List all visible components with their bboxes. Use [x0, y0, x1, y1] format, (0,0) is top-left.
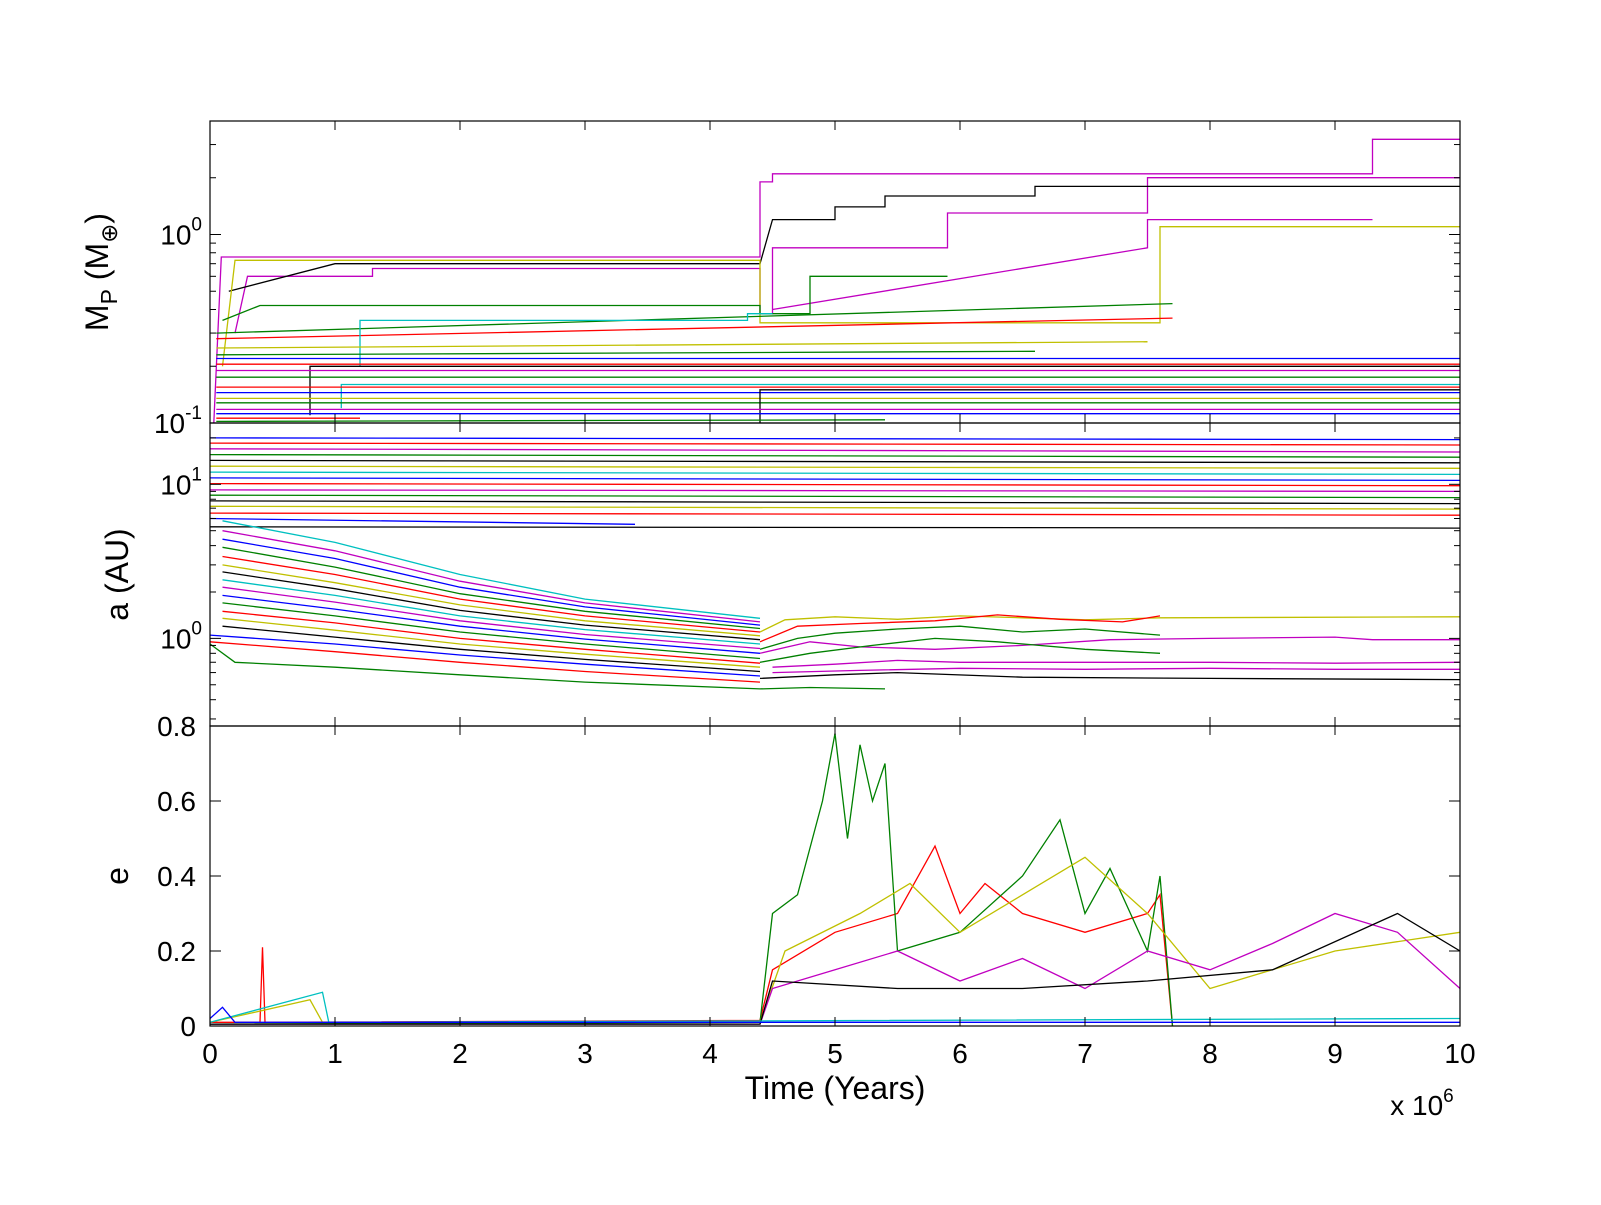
ylabel-paren-close: ) — [79, 213, 115, 224]
mass-y-axis-title: MP (M⊕) — [79, 213, 122, 331]
y-tick-label: 0.6 — [157, 786, 196, 817]
semimajor_axis-series-23 — [222, 579, 761, 645]
panel-eccentricity: 0 0.2 0.4 0.6 0.8 e 0 1 2 3 4 5 6 7 8 9 10 Time (Years) x … — [99, 711, 1476, 1121]
semimajor_axis-series-0 — [210, 437, 1460, 441]
x-tick-label: 6 — [952, 1038, 968, 1069]
mass-series-3 — [772, 218, 1373, 311]
semimajor_axis-series-37 — [759, 637, 1161, 663]
x-multiplier: x 106 — [1390, 1086, 1454, 1121]
y-tick-exponent: -1 — [185, 403, 202, 424]
eccentricity-series-group — [210, 733, 1460, 1026]
semimajor_axis-series-21 — [222, 564, 761, 637]
x-tick-label: 2 — [452, 1038, 468, 1069]
x-multiplier-exponent: 6 — [1443, 1086, 1454, 1107]
ylabel-unit-sub: ⊕ — [96, 224, 122, 243]
mass-series-9 — [216, 341, 1148, 349]
semimajor_axis-series-35 — [759, 625, 1161, 650]
x-tick-label: 7 — [1077, 1038, 1093, 1069]
mass-series-2 — [228, 185, 1460, 292]
semimajor_axis-series-27 — [222, 610, 761, 664]
semimajor_axis-y-axis-title: a (AU) — [99, 528, 135, 620]
semimajor_axis-series-12 — [210, 505, 1460, 510]
semimajor_axis-series-group — [210, 437, 1460, 690]
y-tick-label: 0.8 — [157, 711, 196, 742]
eccentricity-series-3 — [210, 912, 1460, 1025]
semimajor_axis-series-34 — [759, 614, 1161, 643]
x-tick-label: 0 — [202, 1038, 218, 1069]
mass-series-16 — [340, 383, 1460, 409]
eccentricity-series-6 — [210, 1006, 1460, 1023]
semimajor_axis-series-39 — [759, 671, 1460, 681]
mass-series-21 — [759, 389, 1460, 423]
mass-series-0 — [213, 138, 1460, 423]
eccentricity-series-5 — [210, 991, 1460, 1023]
semimajor_axis-series-10 — [210, 494, 1460, 499]
semimajor_axis-series-16 — [222, 520, 761, 619]
semimajor_axis-series-15 — [210, 526, 1460, 529]
semimajor_axis-series-26 — [222, 602, 761, 660]
ylabel-paren-open: (M — [79, 243, 115, 289]
semimajor_axis-series-11 — [210, 500, 1460, 505]
eccentricity-series-0 — [210, 844, 1174, 1026]
ylabel-main: M — [79, 304, 115, 331]
semimajor_axis-series-25 — [222, 594, 761, 654]
semimajor_axis-series-40 — [772, 667, 1460, 674]
mass-series-8 — [359, 313, 773, 367]
y-tick-label: 0.4 — [157, 861, 196, 892]
semimajor_axis-series-9 — [210, 489, 1460, 493]
semimajor_axis-series-32 — [210, 643, 886, 690]
semimajor_axis-series-38 — [772, 659, 1460, 668]
y-tick-exponent: 0 — [191, 618, 202, 639]
x-tick-label: 1 — [327, 1038, 343, 1069]
semimajor_axis-series-22 — [222, 571, 761, 641]
semimajor_axis-series-8 — [210, 482, 1460, 487]
x-tick-label: 8 — [1202, 1038, 1218, 1069]
y-tick-label: 0 — [180, 1011, 196, 1042]
semimajor_axis-series-24 — [222, 586, 761, 650]
eccentricity-series-1 — [210, 733, 1174, 1026]
y-tick-label: 100 — [160, 214, 202, 250]
eccentricity-y-axis-title: e — [99, 867, 135, 885]
ylabel-sub: P — [96, 289, 122, 304]
eccentricity-series-4 — [210, 912, 1460, 1025]
mass-series-24 — [216, 419, 886, 423]
semimajor_axis-series-3 — [210, 453, 1460, 458]
x-tick-label: 5 — [827, 1038, 843, 1069]
semimajor_axis-series-19 — [222, 546, 761, 630]
mass-series-10 — [216, 350, 1036, 356]
x-tick-label: 9 — [1327, 1038, 1343, 1069]
mass-series-6 — [216, 302, 1173, 334]
semimajor_axis-series-29 — [222, 625, 761, 673]
semimajor_axis-series-33 — [759, 615, 1460, 633]
semimajor_axis-series-20 — [222, 555, 761, 633]
semimajor_axis-series-2 — [210, 448, 1460, 453]
semimajor_axis-series-6 — [210, 471, 1460, 476]
x-tick-label: 10 — [1444, 1038, 1475, 1069]
x-tick-label: 3 — [577, 1038, 593, 1069]
semimajor_axis-series-7 — [210, 477, 1460, 482]
mass-series-11 — [309, 365, 1460, 416]
y-tick-exponent: 1 — [191, 464, 202, 485]
semimajor_axis-series-14 — [210, 517, 636, 525]
x-axis-title: Time (Years) — [745, 1070, 926, 1106]
semimajor_axis-series-30 — [210, 634, 761, 677]
semimajor_axis-series-28 — [222, 617, 761, 668]
mass-series-group — [213, 138, 1460, 423]
semimajor_axis-series-5 — [210, 465, 1460, 469]
mass-series-7 — [216, 317, 1173, 340]
semimajor_axis-series-13 — [210, 512, 1460, 516]
y-tick-exponent: 0 — [191, 214, 202, 235]
semimajor_axis-series-1 — [210, 442, 1460, 446]
semimajor_axis-series-31 — [210, 641, 761, 683]
semimajor_axis-series-4 — [210, 459, 1460, 464]
semimajor_axis-series-18 — [222, 538, 761, 626]
semimajor_axis-series-17 — [222, 530, 761, 623]
y-tick-label: 0.2 — [157, 936, 196, 967]
x-tick-label: 4 — [702, 1038, 718, 1069]
semimajor_axis-series-36 — [759, 636, 1460, 654]
